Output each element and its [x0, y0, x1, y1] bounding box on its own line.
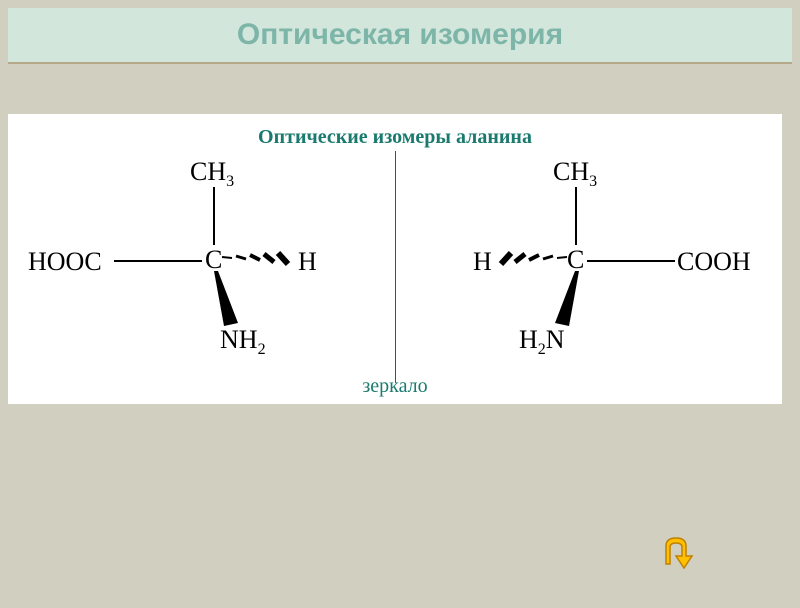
diagram-container: Оптические изомеры аланина CH3 C HOOC [8, 114, 782, 404]
molecules-area: CH3 C HOOC H [8, 157, 782, 377]
ch3-text: CH [190, 157, 226, 186]
page-title: Оптическая изомерия [8, 18, 792, 52]
nh2-text: NH [220, 325, 258, 354]
ch3-sub-r: 3 [589, 173, 597, 190]
ch3-sub: 3 [226, 173, 234, 190]
back-button[interactable] [652, 530, 700, 578]
bond-ch3-c [213, 187, 215, 245]
atom-h2n-r: H2N [519, 325, 565, 359]
diagram-title: Оптические изомеры аланина [8, 126, 782, 149]
header: Оптическая изомерия [8, 8, 792, 64]
wedge-solid-nh2 [214, 271, 254, 331]
wedge-dashed-h [222, 251, 294, 273]
bond-hooc-c [114, 260, 202, 262]
mirror-label: зеркало [362, 375, 427, 398]
atom-h: H [298, 247, 317, 277]
right-molecule: CH3 C H COOH [395, 157, 782, 377]
nh2-sub: 2 [258, 341, 266, 358]
atom-h-r: H [473, 247, 492, 277]
atom-hooc: HOOC [28, 247, 102, 277]
atom-cooh-r: COOH [677, 247, 751, 277]
atom-nh2: NH2 [220, 325, 266, 359]
bond-ch3-c-r [575, 187, 577, 245]
h2n-post: N [546, 325, 565, 354]
u-turn-icon [652, 530, 700, 578]
h2n-pre: H [519, 325, 538, 354]
h2n-sub: 2 [538, 341, 546, 358]
ch3-text-r: CH [553, 157, 589, 186]
bond-c-cooh-r [587, 260, 675, 262]
wedge-dashed-h-r [495, 251, 567, 273]
wedge-solid-h2n-r [543, 271, 583, 331]
left-molecule: CH3 C HOOC H [8, 157, 395, 377]
